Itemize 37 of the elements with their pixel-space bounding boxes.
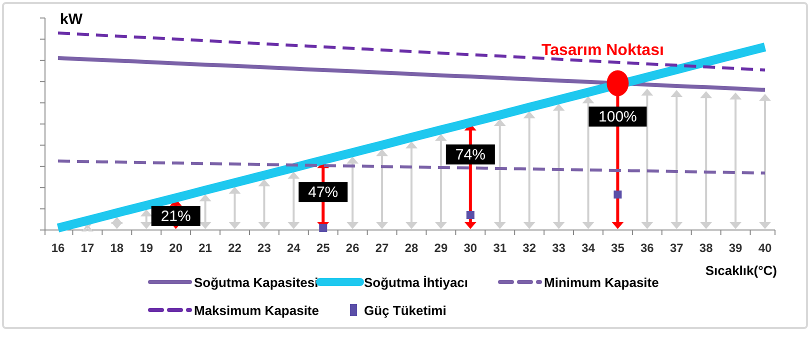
x-tick-label: 27	[375, 241, 390, 255]
x-tick-label: 19	[140, 241, 154, 255]
x-tick-label: 22	[228, 241, 242, 255]
legend-label: Soğutma Kapasitesi	[194, 275, 318, 290]
x-tick-label: 30	[464, 241, 478, 255]
x-tick-label: 40	[758, 241, 772, 255]
x-tick-label: 37	[670, 241, 684, 255]
x-tick-label: 17	[80, 241, 94, 255]
legend-label: Soğutma İhtiyacı	[364, 275, 468, 290]
x-tick-label: 25	[316, 241, 330, 255]
legend-label: Minimum Kapasite	[544, 275, 659, 290]
annotation: 21%	[160, 208, 191, 225]
x-tick-label: 23	[258, 241, 272, 255]
y-axis-title: kW	[60, 11, 84, 28]
x-tick-label: 34	[582, 241, 596, 255]
x-tick-label: 18	[110, 241, 124, 255]
annotation: 100%	[598, 108, 637, 126]
annotation: 47%	[308, 184, 338, 202]
x-tick-label: 38	[699, 241, 714, 255]
x-tick-label: 16	[51, 241, 65, 255]
annotation: Tasarım Noktası	[541, 42, 664, 60]
x-tick-label: 33	[552, 241, 566, 255]
x-tick-label: 36	[640, 241, 654, 255]
x-tick-label: 21	[198, 241, 212, 255]
x-tick-label: 31	[493, 241, 507, 255]
legend-label: Güç Tüketimi	[364, 303, 446, 318]
x-tick-label: 28	[404, 241, 418, 255]
x-tick-label: 35	[611, 241, 625, 255]
x-tick-label: 29	[434, 241, 448, 255]
x-tick-label: 20	[169, 241, 183, 255]
x-axis-title: Sıcaklık(°C)	[705, 263, 777, 278]
x-tick-label: 24	[286, 241, 301, 255]
annotation: 74%	[455, 146, 486, 164]
legend-label: Maksimum Kapasite	[194, 303, 319, 318]
x-tick-label: 39	[728, 241, 743, 255]
x-tick-label: 32	[522, 241, 536, 255]
x-tick-label: 26	[346, 241, 360, 255]
